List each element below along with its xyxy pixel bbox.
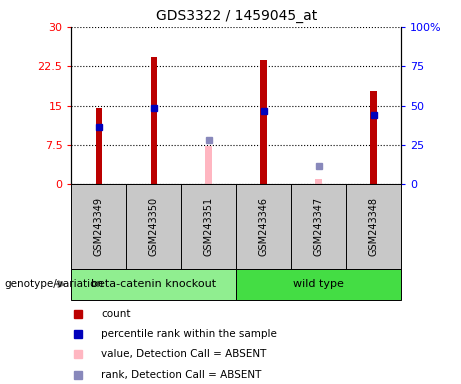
Bar — [71, 269, 236, 300]
Text: percentile rank within the sample: percentile rank within the sample — [101, 329, 277, 339]
Text: GSM243350: GSM243350 — [149, 197, 159, 256]
Bar — [370, 91, 377, 184]
Text: count: count — [101, 309, 130, 319]
Text: GSM243348: GSM243348 — [369, 197, 378, 256]
Bar — [236, 269, 401, 300]
Text: rank, Detection Call = ABSENT: rank, Detection Call = ABSENT — [101, 369, 261, 379]
Text: GSM243346: GSM243346 — [259, 197, 269, 256]
Text: value, Detection Call = ABSENT: value, Detection Call = ABSENT — [101, 349, 266, 359]
Text: beta-catenin knockout: beta-catenin knockout — [91, 279, 216, 289]
Bar — [315, 179, 322, 184]
Bar — [151, 57, 157, 184]
Text: GSM243351: GSM243351 — [204, 197, 214, 256]
Text: GSM243347: GSM243347 — [313, 197, 324, 256]
Text: GSM243349: GSM243349 — [94, 197, 104, 256]
Text: wild type: wild type — [293, 279, 344, 289]
Text: genotype/variation: genotype/variation — [5, 279, 104, 289]
Bar — [206, 146, 212, 184]
Title: GDS3322 / 1459045_at: GDS3322 / 1459045_at — [156, 9, 317, 23]
Bar — [95, 108, 102, 184]
Bar — [260, 60, 267, 184]
